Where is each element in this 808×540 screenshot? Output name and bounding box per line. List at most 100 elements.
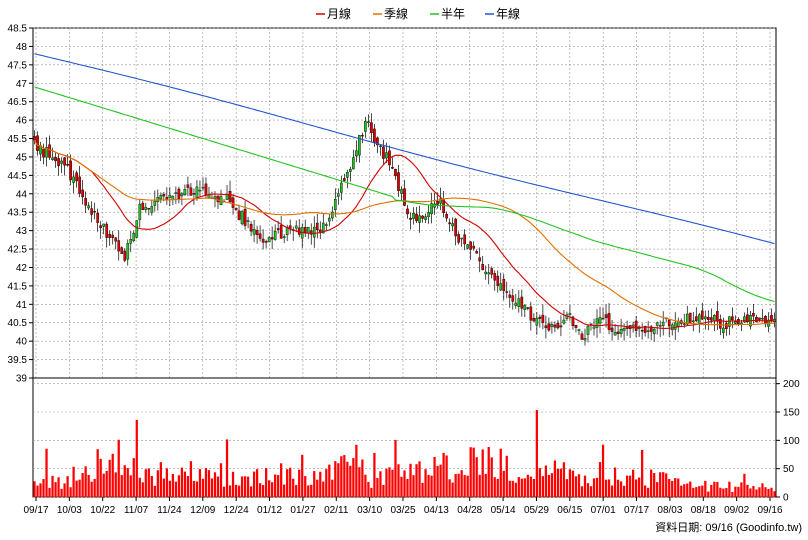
price-tick-label: 42.5: [8, 245, 28, 256]
volume-bar: [346, 461, 349, 497]
volume-bar: [349, 465, 352, 497]
volume-bar: [231, 471, 235, 497]
volume-bar: [36, 485, 39, 497]
price-tick-label: 44.5: [8, 171, 28, 182]
volume-bar: [710, 484, 713, 497]
volume-bar: [177, 475, 181, 497]
candle-body: [123, 250, 127, 261]
volume-bar: [731, 491, 734, 497]
candle-body: [90, 208, 93, 215]
volume-bar: [490, 457, 493, 497]
volume-bar: [403, 470, 406, 497]
volume-bar: [33, 481, 36, 497]
volume-bar: [427, 474, 430, 497]
candle-body: [315, 222, 319, 231]
candle-body: [661, 321, 665, 326]
candle-body: [547, 323, 551, 331]
volume-bar: [313, 471, 316, 497]
volume-bar: [460, 470, 463, 497]
candle-body: [448, 222, 451, 225]
candle-body: [141, 202, 145, 211]
date-axis: 09/17 10/03 10/22 11/07 11/24 12/09 12/24 01/12…: [23, 497, 783, 516]
candle-body: [490, 268, 494, 275]
candle-body: [418, 215, 421, 223]
volume-bar: [210, 478, 214, 497]
candle-body: [646, 330, 650, 332]
candle-body: [667, 319, 671, 327]
volume-bar: [123, 465, 126, 497]
volume-bar: [601, 444, 605, 497]
candle-body: [195, 186, 199, 198]
candle-body: [258, 233, 262, 239]
candle-body: [216, 195, 220, 203]
volume-bar: [316, 479, 319, 497]
volume-bar: [328, 464, 331, 497]
volume-tick-label: 0: [783, 493, 789, 504]
candle-body: [529, 306, 533, 321]
candle-body: [349, 168, 352, 172]
candle-body: [394, 168, 397, 177]
candle-body: [601, 318, 605, 320]
price-tick-label: 47: [16, 79, 28, 90]
volume-bar: [734, 486, 737, 497]
price-tick-label: 41.5: [8, 281, 28, 292]
price-tick-label: 42: [16, 263, 28, 274]
volume-bar: [713, 481, 716, 497]
candle-body: [421, 215, 424, 219]
candle-body: [318, 229, 322, 233]
volume-bar: [54, 482, 57, 497]
candle-body: [168, 194, 172, 198]
volume-bar: [42, 479, 45, 497]
candle-body: [472, 245, 476, 249]
volume-bar: [445, 455, 448, 497]
candle-body: [358, 135, 361, 156]
date-tick-label: 07/17: [624, 505, 649, 516]
candle-body: [430, 203, 433, 215]
date-tick-label: 06/15: [557, 505, 582, 516]
candle-body: [192, 193, 196, 195]
volume-bar: [325, 469, 328, 497]
volume-bar: [466, 475, 469, 497]
volume-bar: [574, 476, 578, 497]
volume-bar: [737, 486, 740, 497]
candle-body: [559, 325, 563, 328]
candle-body: [703, 316, 707, 320]
candle-body: [346, 171, 349, 178]
volume-bar: [613, 467, 617, 497]
volume-bar: [391, 469, 394, 497]
legend-label: 月線: [327, 6, 351, 21]
date-tick-label: 10/03: [57, 505, 82, 516]
volume-bar: [358, 467, 361, 497]
date-tick-label: 05/14: [491, 505, 516, 516]
volume-bar: [433, 457, 436, 497]
volume-bar: [304, 476, 307, 497]
volume-bar: [517, 477, 520, 497]
volume-bar: [559, 468, 563, 497]
volume-bar: [529, 476, 532, 497]
volume-bar: [740, 482, 743, 497]
candle-body: [114, 237, 118, 242]
volume-bar: [397, 464, 400, 497]
candle-body: [120, 247, 124, 254]
volume-bar: [246, 476, 250, 497]
volume-bar: [719, 487, 722, 497]
volume-bar: [222, 486, 226, 497]
volume-bar: [162, 478, 165, 497]
date-tick-label: 04/13: [424, 505, 449, 516]
volume-bar: [553, 460, 557, 497]
volume-bar: [656, 482, 659, 497]
candle-body: [42, 148, 45, 158]
volume-bar: [674, 478, 677, 497]
candle-body: [649, 326, 653, 332]
candle-body: [75, 172, 78, 182]
candle-body: [264, 241, 268, 243]
volume-bar: [255, 469, 259, 497]
candle-body: [761, 317, 764, 320]
volume-bar: [692, 487, 695, 497]
volume-bar: [589, 486, 593, 497]
volume-bar: [607, 479, 611, 497]
candle-body: [574, 324, 578, 328]
date-tick-label: 05/29: [524, 505, 549, 516]
volume-bar: [261, 484, 265, 497]
volume-bar: [686, 483, 689, 497]
